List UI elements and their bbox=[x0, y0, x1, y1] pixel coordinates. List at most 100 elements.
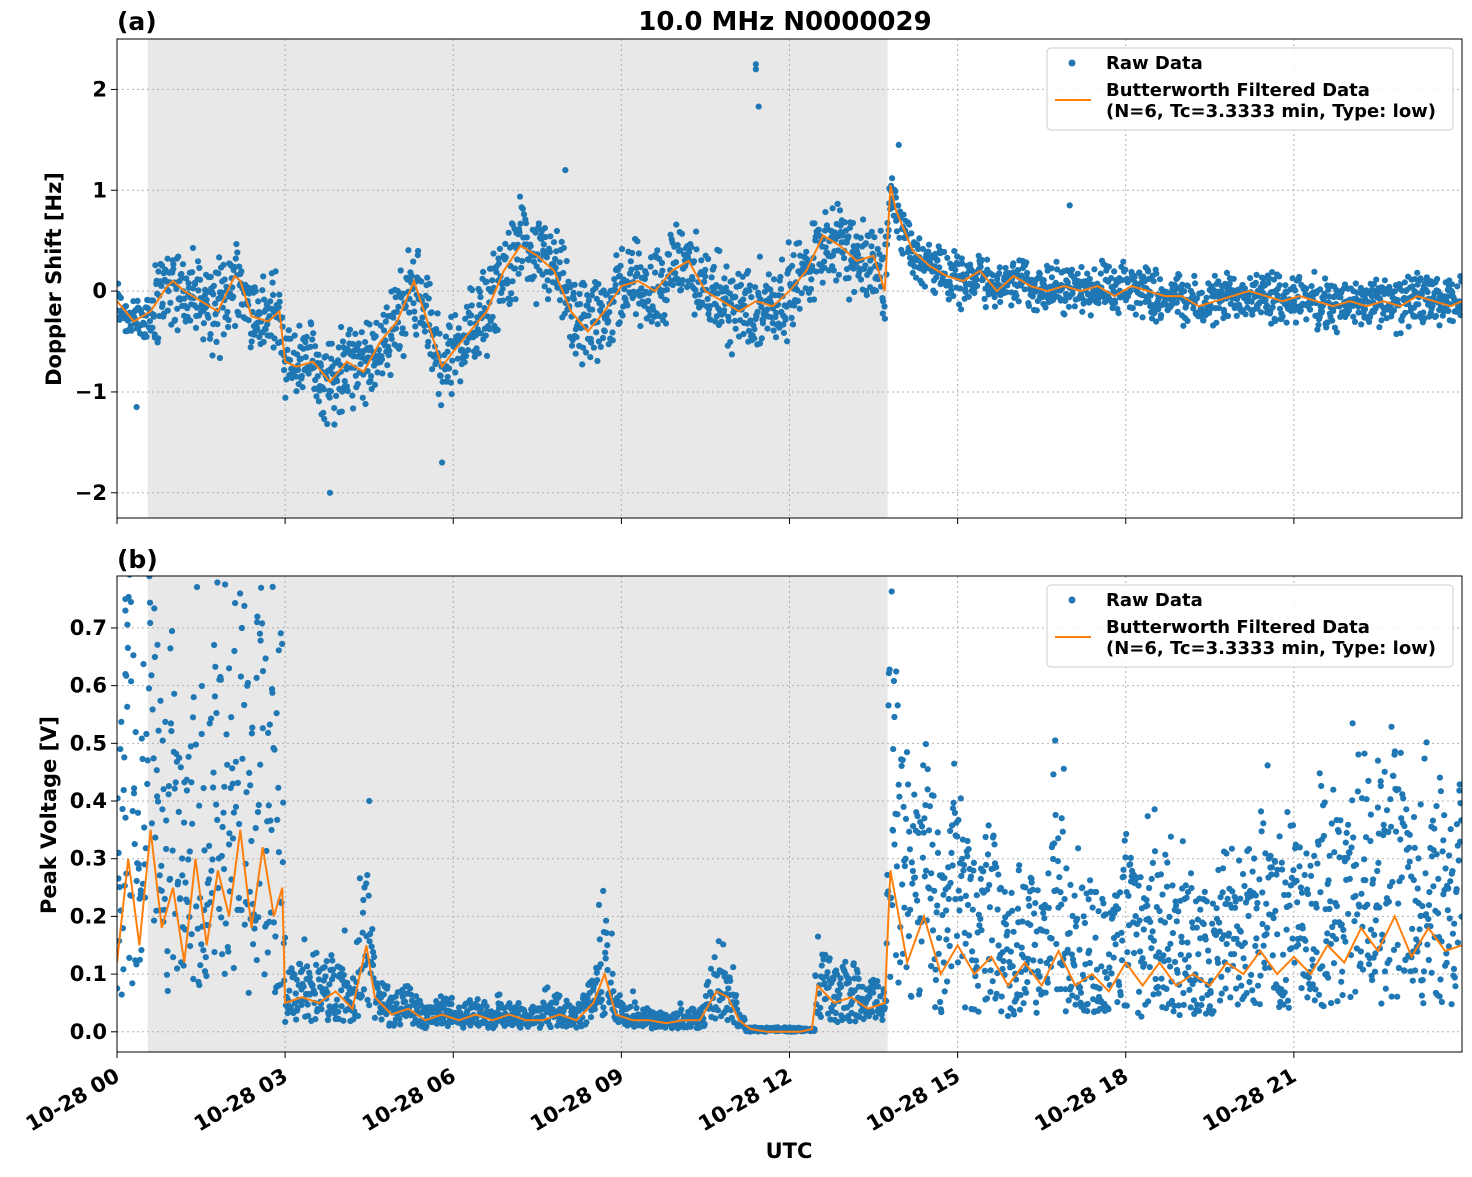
raw-data-point bbox=[1024, 270, 1030, 276]
raw-data-point bbox=[261, 971, 267, 977]
raw-data-point bbox=[1312, 986, 1318, 992]
raw-data-point bbox=[670, 282, 676, 288]
raw-data-point bbox=[1065, 279, 1071, 285]
raw-data-point bbox=[163, 817, 169, 823]
raw-data-point bbox=[1115, 906, 1121, 912]
raw-data-point bbox=[476, 302, 482, 308]
raw-data-point bbox=[187, 848, 193, 854]
raw-data-point bbox=[250, 941, 256, 947]
raw-data-point bbox=[1016, 298, 1022, 304]
raw-data-point bbox=[210, 291, 216, 297]
raw-data-point bbox=[235, 780, 241, 786]
raw-data-point bbox=[175, 879, 181, 885]
raw-data-point bbox=[134, 404, 140, 410]
raw-data-point bbox=[729, 351, 735, 357]
raw-data-point bbox=[211, 949, 217, 955]
raw-data-point bbox=[372, 382, 378, 388]
raw-data-point bbox=[1352, 319, 1358, 325]
raw-data-point bbox=[1119, 957, 1125, 963]
raw-data-point bbox=[1004, 929, 1010, 935]
raw-data-point bbox=[970, 868, 976, 874]
raw-data-point bbox=[122, 815, 128, 821]
raw-data-point bbox=[1274, 931, 1280, 937]
raw-data-point bbox=[255, 298, 261, 304]
raw-data-point bbox=[233, 759, 239, 765]
raw-data-point bbox=[894, 811, 900, 817]
raw-data-point bbox=[1046, 905, 1052, 911]
raw-data-point bbox=[577, 291, 583, 297]
raw-data-point bbox=[294, 977, 300, 983]
raw-data-point bbox=[979, 257, 985, 263]
raw-data-point bbox=[241, 603, 247, 609]
raw-data-point bbox=[1088, 312, 1094, 318]
raw-data-point bbox=[827, 955, 833, 961]
raw-data-point bbox=[328, 952, 334, 958]
raw-data-point bbox=[573, 351, 579, 357]
raw-data-point bbox=[1069, 267, 1075, 273]
raw-data-point bbox=[723, 263, 729, 269]
raw-data-point bbox=[812, 973, 818, 979]
raw-data-point bbox=[425, 339, 431, 345]
raw-data-point bbox=[869, 1009, 875, 1015]
raw-data-point bbox=[822, 209, 828, 215]
raw-data-point bbox=[1149, 876, 1155, 882]
raw-data-point bbox=[1034, 307, 1040, 313]
raw-data-point bbox=[799, 290, 805, 296]
raw-data-point bbox=[272, 933, 278, 939]
raw-data-point bbox=[159, 888, 165, 894]
raw-data-point bbox=[1075, 271, 1081, 277]
raw-data-point bbox=[1225, 896, 1231, 902]
raw-data-point bbox=[978, 927, 984, 933]
raw-data-point bbox=[912, 874, 918, 880]
raw-data-point bbox=[664, 287, 670, 293]
raw-data-point bbox=[899, 881, 905, 887]
raw-data-point bbox=[135, 810, 141, 816]
raw-data-point bbox=[196, 803, 202, 809]
raw-data-point bbox=[1049, 935, 1055, 941]
raw-data-point bbox=[276, 292, 282, 298]
raw-data-point bbox=[600, 888, 606, 894]
raw-data-point bbox=[148, 672, 154, 678]
raw-data-point bbox=[1156, 990, 1162, 996]
raw-data-point bbox=[199, 683, 205, 689]
raw-data-point bbox=[786, 239, 792, 245]
raw-data-point bbox=[598, 344, 604, 350]
raw-data-point bbox=[279, 568, 285, 574]
raw-data-point bbox=[280, 859, 286, 865]
raw-data-point bbox=[1087, 877, 1093, 883]
raw-data-point bbox=[1010, 963, 1016, 969]
raw-data-point bbox=[896, 142, 902, 148]
raw-data-point bbox=[721, 275, 727, 281]
raw-data-point bbox=[766, 271, 772, 277]
raw-data-point bbox=[1042, 304, 1048, 310]
raw-data-point bbox=[655, 321, 661, 327]
raw-data-point bbox=[1145, 268, 1151, 274]
raw-data-point bbox=[1315, 322, 1321, 328]
raw-data-point bbox=[905, 781, 911, 787]
raw-data-point bbox=[846, 976, 852, 982]
raw-data-point bbox=[1016, 862, 1022, 868]
raw-data-point bbox=[293, 388, 299, 394]
raw-data-point bbox=[495, 327, 501, 333]
raw-data-point bbox=[151, 314, 157, 320]
raw-data-point bbox=[1308, 873, 1314, 879]
raw-data-point bbox=[299, 373, 305, 379]
raw-data-point bbox=[324, 421, 330, 427]
raw-data-point bbox=[777, 274, 783, 280]
raw-data-point bbox=[462, 359, 468, 365]
raw-data-point bbox=[1294, 899, 1300, 905]
raw-data-point bbox=[1298, 884, 1304, 890]
raw-data-point bbox=[789, 315, 795, 321]
raw-data-point bbox=[193, 325, 199, 331]
raw-data-point bbox=[381, 327, 387, 333]
raw-data-point bbox=[1138, 1014, 1144, 1020]
raw-data-point bbox=[1353, 280, 1359, 286]
raw-data-point bbox=[977, 916, 983, 922]
raw-data-point bbox=[935, 829, 941, 835]
raw-data-point bbox=[992, 304, 998, 310]
raw-data-point bbox=[1063, 865, 1069, 871]
raw-data-point bbox=[975, 983, 981, 989]
raw-data-point bbox=[240, 537, 246, 543]
panel-a-ylabel: Doppler Shift [Hz] bbox=[42, 172, 66, 386]
raw-data-point bbox=[253, 288, 259, 294]
